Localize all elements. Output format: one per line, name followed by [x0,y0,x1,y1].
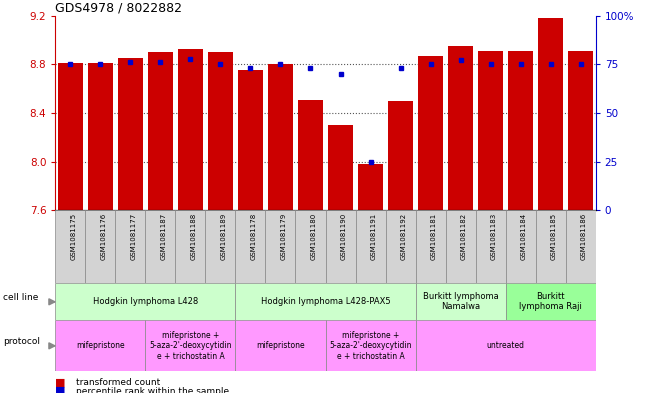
Bar [208,52,233,210]
FancyBboxPatch shape [476,210,506,283]
Text: Hodgkin lymphoma L428: Hodgkin lymphoma L428 [92,297,198,306]
FancyBboxPatch shape [115,210,145,283]
Bar [88,63,113,210]
FancyBboxPatch shape [415,283,506,320]
FancyBboxPatch shape [296,210,326,283]
Text: GSM1081187: GSM1081187 [160,213,167,260]
Text: protocol: protocol [3,337,40,345]
Text: Burkitt lymphoma
Namalwa: Burkitt lymphoma Namalwa [422,292,499,311]
Text: Burkitt
lymphoma Raji: Burkitt lymphoma Raji [519,292,582,311]
FancyBboxPatch shape [266,210,296,283]
FancyBboxPatch shape [236,320,326,371]
Bar [418,56,443,210]
Bar [478,51,503,210]
FancyBboxPatch shape [326,320,415,371]
Text: ■: ■ [55,386,66,393]
FancyBboxPatch shape [506,283,596,320]
FancyBboxPatch shape [206,210,236,283]
FancyBboxPatch shape [506,210,536,283]
Bar [448,46,473,210]
Text: mifepristone +
5-aza-2'-deoxycytidin
e + trichostatin A: mifepristone + 5-aza-2'-deoxycytidin e +… [149,331,232,361]
Text: GSM1081188: GSM1081188 [191,213,197,260]
FancyBboxPatch shape [236,210,266,283]
FancyBboxPatch shape [145,320,236,371]
Text: GSM1081181: GSM1081181 [430,213,437,260]
Bar [538,18,563,210]
FancyBboxPatch shape [55,210,85,283]
FancyBboxPatch shape [566,210,596,283]
Text: GSM1081176: GSM1081176 [100,213,106,260]
Text: percentile rank within the sample: percentile rank within the sample [76,387,229,393]
Text: GSM1081179: GSM1081179 [281,213,286,260]
FancyBboxPatch shape [236,283,415,320]
FancyBboxPatch shape [175,210,206,283]
Bar [57,63,83,210]
Bar [298,99,324,210]
FancyBboxPatch shape [415,320,596,371]
Bar [238,70,263,210]
Text: GSM1081191: GSM1081191 [370,213,376,260]
Bar [118,58,143,210]
Text: GDS4978 / 8022882: GDS4978 / 8022882 [55,2,182,15]
Text: ■: ■ [55,378,66,388]
Text: mifepristone +
5-aza-2'-deoxycytidin
e + trichostatin A: mifepristone + 5-aza-2'-deoxycytidin e +… [329,331,412,361]
FancyBboxPatch shape [55,283,236,320]
FancyBboxPatch shape [326,210,355,283]
FancyBboxPatch shape [445,210,476,283]
FancyBboxPatch shape [536,210,566,283]
Bar [388,101,413,210]
Text: cell line: cell line [3,293,38,301]
Text: GSM1081186: GSM1081186 [581,213,587,260]
Text: GSM1081185: GSM1081185 [551,213,557,259]
Bar [178,49,203,210]
Text: GSM1081183: GSM1081183 [491,213,497,260]
Bar [568,51,594,210]
Text: GSM1081190: GSM1081190 [340,213,346,260]
Text: transformed count: transformed count [76,378,160,387]
Text: GSM1081175: GSM1081175 [70,213,76,259]
FancyBboxPatch shape [85,210,115,283]
Text: GSM1081178: GSM1081178 [251,213,256,260]
Text: GSM1081192: GSM1081192 [400,213,406,259]
Bar [148,52,173,210]
Text: untreated: untreated [486,342,525,350]
Bar [358,164,383,210]
FancyBboxPatch shape [145,210,175,283]
Text: GSM1081182: GSM1081182 [461,213,467,259]
FancyBboxPatch shape [385,210,415,283]
Text: GSM1081180: GSM1081180 [311,213,316,260]
Text: mifepristone: mifepristone [256,342,305,350]
FancyBboxPatch shape [415,210,445,283]
Bar [508,51,533,210]
Text: GSM1081177: GSM1081177 [130,213,136,260]
FancyBboxPatch shape [55,320,145,371]
Bar [327,125,353,210]
Text: GSM1081184: GSM1081184 [521,213,527,259]
Text: Hodgkin lymphoma L428-PAX5: Hodgkin lymphoma L428-PAX5 [260,297,391,306]
Text: mifepristone: mifepristone [76,342,125,350]
FancyBboxPatch shape [355,210,385,283]
Bar [268,64,293,210]
Text: GSM1081189: GSM1081189 [221,213,227,260]
